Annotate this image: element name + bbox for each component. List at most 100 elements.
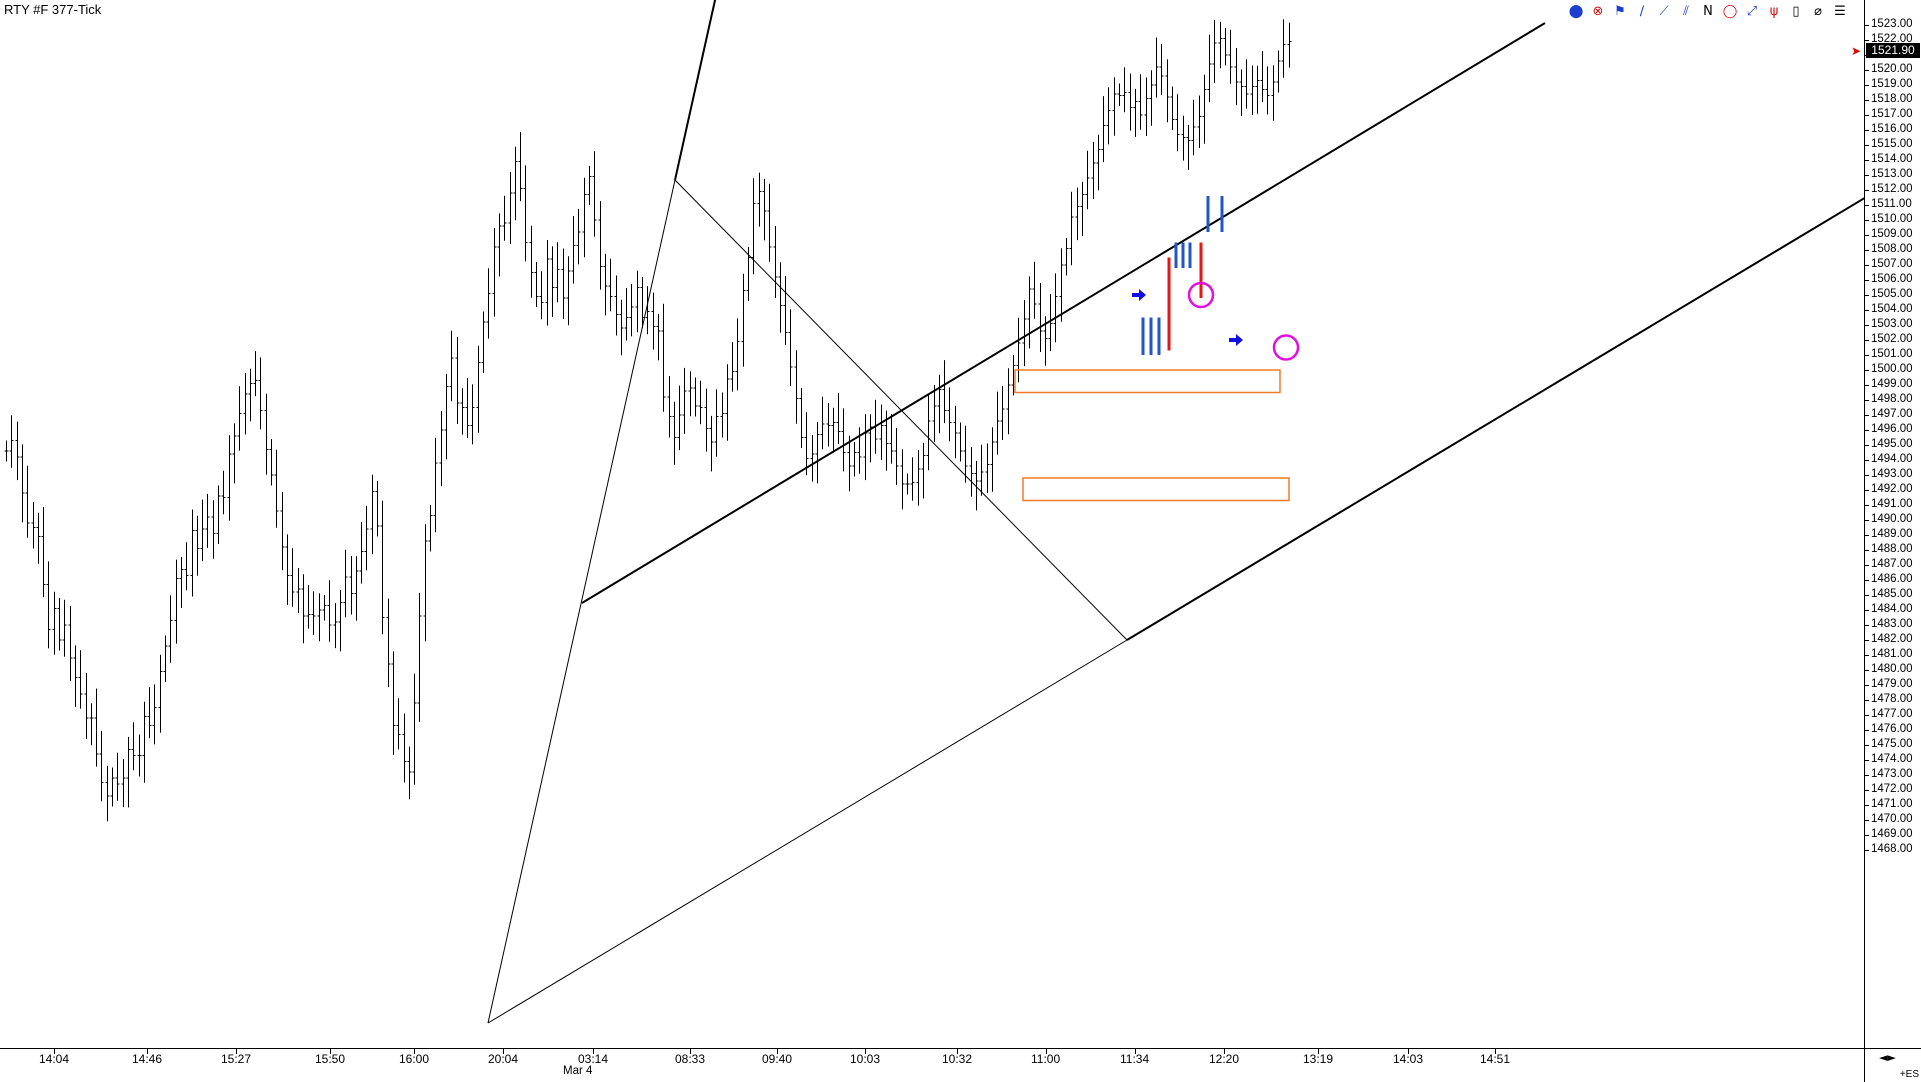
price-bar xyxy=(174,559,179,644)
price-bar xyxy=(285,534,290,605)
time-label: 14:03 xyxy=(1393,1052,1424,1066)
price-bar xyxy=(804,412,809,476)
price-bar xyxy=(1228,29,1233,84)
price-bar xyxy=(1048,294,1053,352)
price-bar xyxy=(900,449,905,510)
price-bar xyxy=(1144,77,1149,136)
price-axis[interactable]: 1523.001522.001521.001520.001519.001518.… xyxy=(1864,0,1921,1081)
price-bar xyxy=(296,568,301,613)
crosshair-icon[interactable]: ⊗ xyxy=(1592,4,1604,19)
price-bar xyxy=(343,549,348,618)
time-label: 14:51 xyxy=(1480,1052,1511,1066)
price-bar xyxy=(121,759,126,808)
price-bar xyxy=(555,242,560,303)
price-tick xyxy=(1865,805,1869,806)
scroll-arrows-icon[interactable]: ◄► xyxy=(1879,1051,1896,1064)
price-tick xyxy=(1865,685,1869,686)
price-bar xyxy=(1122,67,1127,113)
price-bar xyxy=(391,651,396,755)
bar-style-icon[interactable]: ⚑ xyxy=(1614,4,1626,19)
price-label: 1513.00 xyxy=(1871,168,1913,180)
price-tick xyxy=(1865,460,1869,461)
channel-icon[interactable]: ⫽ xyxy=(1683,4,1689,19)
time-axis[interactable]: Mar 4 14:04 14:46 15:27 15:50 16:00 20:04 03:1… xyxy=(0,1048,1864,1082)
price-bar xyxy=(545,240,550,326)
price-bar xyxy=(455,337,460,424)
time-tick xyxy=(236,1049,237,1054)
price-bar xyxy=(1218,21,1223,69)
price-bar xyxy=(1149,70,1154,126)
price-bar xyxy=(905,473,910,495)
price-tick xyxy=(1865,220,1869,221)
price-bar xyxy=(518,132,523,202)
price-label: 1502.00 xyxy=(1871,333,1913,345)
price-bar xyxy=(741,273,746,367)
price-bar xyxy=(953,405,958,459)
price-label: 1523.00 xyxy=(1871,18,1913,30)
price-bar xyxy=(497,213,502,277)
price-bar xyxy=(253,351,258,397)
time-tick xyxy=(1408,1049,1409,1054)
price-tick xyxy=(1865,790,1869,791)
pitchfork-leg-ab xyxy=(487,179,676,1024)
price-chart-canvas[interactable] xyxy=(0,0,1864,1048)
price-bar xyxy=(974,460,979,511)
settings-icon[interactable]: ☰ xyxy=(1834,4,1846,19)
price-bar xyxy=(62,599,67,657)
price-label: 1483.00 xyxy=(1871,618,1913,630)
price-label: 1491.00 xyxy=(1871,498,1913,510)
price-bar xyxy=(402,713,407,783)
ellipse-tool-icon[interactable]: ◯ xyxy=(1722,4,1738,19)
arrow-tool-icon[interactable]: ⤢ xyxy=(1746,4,1758,19)
axis-corner[interactable]: ◄► +ES xyxy=(1864,1048,1921,1082)
price-bar xyxy=(57,598,62,651)
price-tick xyxy=(1865,730,1869,731)
price-bar xyxy=(20,444,25,523)
price-bar xyxy=(794,350,799,424)
price-label: 1474.00 xyxy=(1871,753,1913,765)
time-tick xyxy=(1135,1049,1136,1054)
price-bar xyxy=(147,687,152,739)
time-tick xyxy=(593,1049,594,1054)
price-bar xyxy=(1000,385,1005,440)
price-tick xyxy=(1865,565,1869,566)
price-bar xyxy=(449,330,454,402)
time-tick xyxy=(414,1049,415,1054)
price-bar xyxy=(46,561,51,649)
time-tick xyxy=(690,1049,691,1054)
price-label: 1490.00 xyxy=(1871,513,1913,525)
orange-zone-boxes[interactable] xyxy=(1014,369,1290,502)
price-marker-icon[interactable]: ⌀ xyxy=(1814,4,1822,19)
price-tick xyxy=(1865,250,1869,251)
zoom-icon[interactable]: ▯ xyxy=(1792,4,1800,19)
pitchfork-drawing[interactable] xyxy=(487,0,1864,1024)
price-bar xyxy=(879,404,884,460)
pitchfork-icon[interactable]: ψ xyxy=(1769,4,1779,19)
lower-zone xyxy=(1022,477,1290,502)
price-bar xyxy=(190,509,195,597)
price-bar xyxy=(926,393,931,471)
price-bar xyxy=(1038,283,1043,352)
time-tick xyxy=(1224,1049,1225,1054)
price-bar xyxy=(126,736,131,808)
time-label: 14:46 xyxy=(132,1052,163,1066)
price-bar xyxy=(645,286,650,335)
price-bar xyxy=(375,481,380,537)
price-tick xyxy=(1865,25,1869,26)
data-window-icon[interactable]: ⬤ xyxy=(1568,4,1584,19)
price-tick xyxy=(1865,715,1869,716)
price-bar xyxy=(1085,150,1090,210)
draw-line-icon[interactable]: ∕ xyxy=(1639,4,1645,19)
time-tick xyxy=(1046,1049,1047,1054)
price-bar xyxy=(704,388,709,452)
price-bar xyxy=(757,172,762,227)
price-bar xyxy=(1016,317,1021,383)
price-bar xyxy=(94,688,99,767)
price-label: 1468.00 xyxy=(1871,843,1913,855)
price-bar xyxy=(1091,142,1096,199)
trend-line-icon[interactable]: ⟋ xyxy=(1659,4,1669,19)
text-tool-icon[interactable]: N xyxy=(1703,4,1713,19)
price-tick xyxy=(1865,280,1869,281)
price-tick xyxy=(1865,100,1869,101)
price-bar xyxy=(958,422,963,462)
